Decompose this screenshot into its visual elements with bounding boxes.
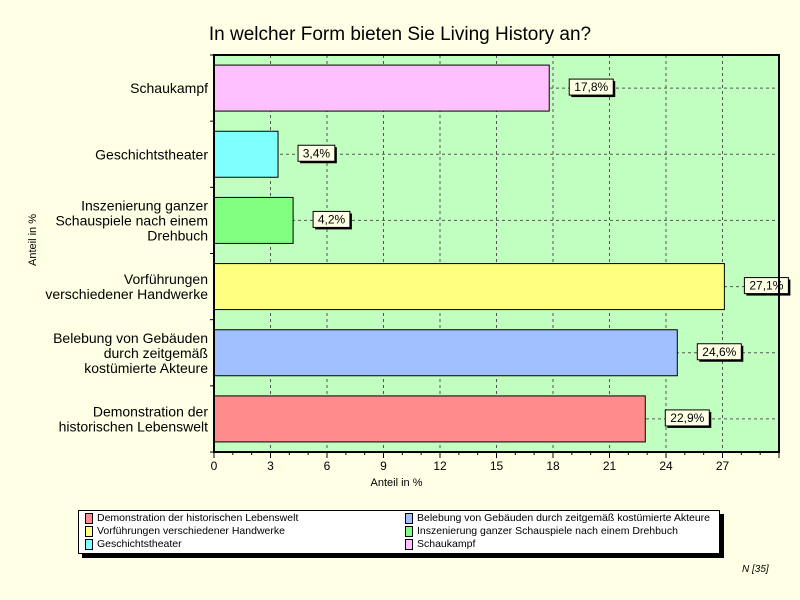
category-label: Geschichtstheater	[95, 146, 208, 162]
legend-swatch	[85, 538, 93, 550]
x-tick-label: 3	[267, 459, 274, 473]
data-label: 22,9%	[670, 411, 704, 425]
category-label: Schaukampf	[130, 80, 208, 96]
data-label-box	[312, 210, 351, 228]
category-label: Inszenierung ganzer	[81, 197, 208, 213]
legend-label: Inszenierung ganzer Schauspiele nach ein…	[417, 525, 678, 537]
legend-label: Belebung von Gebäuden durch zeitgemäß ko…	[417, 512, 711, 524]
legend-item: Belebung von Gebäuden durch zeitgemäß ko…	[405, 512, 710, 524]
category-label: durch zeitgemäß	[104, 345, 208, 361]
chart-title: In welcher Form bieten Sie Living Histor…	[208, 24, 592, 45]
bar	[213, 329, 678, 377]
x-tick-label: 12	[433, 459, 447, 473]
category-label: kostümierte Akteure	[84, 360, 208, 376]
bar	[213, 263, 725, 311]
y-axis-label: Anteil in %	[27, 214, 39, 266]
bar	[213, 395, 646, 443]
x-tick-label: 27	[716, 459, 730, 473]
category-label: Drehbuch	[147, 227, 208, 243]
x-tick-label: 6	[324, 459, 331, 473]
legend-swatch	[405, 525, 413, 537]
x-tick-label: 24	[659, 459, 673, 473]
x-tick-label: 18	[546, 459, 560, 473]
data-label: 17,8%	[574, 80, 608, 94]
category-label: Demonstration der	[93, 403, 209, 419]
x-axis-label: Anteil in %	[371, 477, 423, 489]
legend-label: Geschichtstheater	[97, 538, 182, 550]
legend-label: Schaukampf	[417, 538, 476, 550]
bar	[213, 196, 294, 244]
data-label-box	[696, 343, 742, 361]
legend-item: Schaukampf	[405, 538, 475, 550]
category-label: verschiedener Handwerke	[45, 286, 208, 302]
category-label: Belebung von Gebäuden	[53, 330, 208, 346]
legend-item: Vorführungen verschiedener Handwerke	[85, 525, 285, 537]
legend-swatch	[85, 525, 93, 537]
x-tick-label: 0	[211, 459, 218, 473]
data-label-box	[743, 277, 789, 295]
legend-item: Inszenierung ganzer Schauspiele nach ein…	[405, 525, 678, 537]
legend: Demonstration der historischen Lebenswel…	[78, 510, 720, 554]
data-label: 27,1%	[749, 279, 783, 293]
x-tick-label: 9	[380, 459, 387, 473]
bar	[213, 130, 279, 178]
data-label-box	[297, 144, 336, 162]
data-label-box	[568, 78, 614, 96]
legend-label: Vorführungen verschiedener Handwerke	[97, 525, 285, 537]
sample-size-note: N [35]	[742, 564, 769, 575]
x-tick-label: 15	[490, 459, 504, 473]
legend-swatch	[85, 512, 93, 524]
bar	[213, 64, 550, 112]
data-label: 3,4%	[303, 146, 331, 160]
x-tick-label: 21	[603, 459, 617, 473]
legend-swatch	[405, 538, 413, 550]
data-label: 4,2%	[318, 212, 346, 226]
category-label: Schauspiele nach einem	[55, 212, 208, 228]
legend-swatch	[405, 512, 413, 524]
category-label: Vorführungen	[124, 271, 208, 287]
data-label: 24,6%	[702, 345, 736, 359]
data-label-box	[664, 409, 710, 427]
legend-label: Demonstration der historischen Lebenswel…	[97, 512, 299, 524]
legend-item: Geschichtstheater	[85, 538, 182, 550]
category-label: historischen Lebenswelt	[59, 418, 209, 434]
legend-item: Demonstration der historischen Lebenswel…	[85, 512, 298, 524]
